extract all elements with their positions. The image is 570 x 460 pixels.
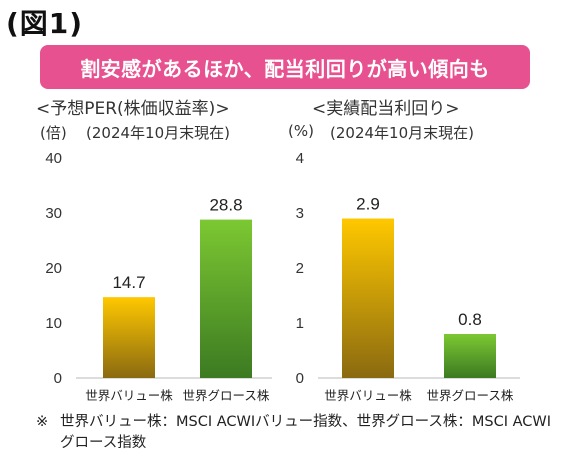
footnote-mark: ※ [36,414,49,430]
yield-y-tick-label: 4 [296,150,304,167]
yield-chart-title: <実績配当利回り> [312,99,460,119]
per-y-tick-label: 30 [45,205,62,222]
yield-y-tick-label: 2 [296,260,304,277]
per-y-tick-label: 0 [54,370,62,387]
headline-banner: 割安感があるほか、配当利回りが高い傾向も [40,45,530,89]
yield-bar-value-stocks [342,218,394,378]
yield-y-unit: (%) [288,122,314,140]
yield-y-tick-label: 3 [296,205,304,222]
per-category-label-growth-stocks: 世界グロース株 [183,388,270,403]
yield-category-label-growth-stocks: 世界グロース株 [427,388,514,403]
headline-text: 割安感があるほか、配当利回りが高い傾向も [80,56,490,81]
per-bar-value-stocks [103,297,155,378]
yield-category-label-value-stocks: 世界バリュー株 [324,388,412,403]
figure-label: (図1) [6,7,84,40]
per-y-tick-label: 10 [45,315,62,332]
per-y-unit: (倍) [40,124,67,142]
per-bar-growth-stocks [200,219,252,378]
per-chart-subtitle: (2024年10月末現在) [86,124,230,142]
per-chart-title: <予想PER(株価収益率)> [36,99,230,119]
footnote-text: 世界バリュー株：MSCI ACWIバリュー指数、世界グロース株：MSCI ACW… [60,414,552,451]
per-y-tick-label: 20 [45,260,62,277]
yield-chart-subtitle: (2024年10月末現在) [330,124,474,142]
yield-bar-growth-stocks [444,334,496,378]
per-data-label-value-stocks: 14.7 [112,273,145,292]
yield-data-label-value-stocks: 2.9 [356,195,380,214]
per-data-label-growth-stocks: 28.8 [209,196,242,215]
yield-data-label-growth-stocks: 0.8 [458,310,482,329]
yield-y-tick-label: 1 [296,315,304,332]
per-y-tick-label: 40 [45,150,62,167]
footnote: ※ 世界バリュー株：MSCI ACWIバリュー指数、世界グロース株：MSCI A… [36,412,560,454]
yield-y-tick-label: 0 [296,370,304,387]
per-category-label-value-stocks: 世界バリュー株 [85,388,173,403]
